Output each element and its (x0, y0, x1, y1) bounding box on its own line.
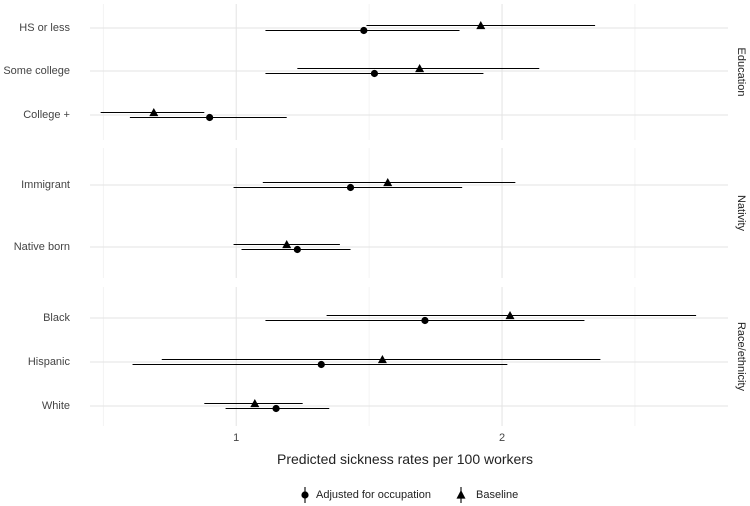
baseline-point (250, 399, 260, 408)
baseline-point (415, 64, 425, 73)
adjusted-point (206, 113, 214, 122)
strip-label: Race/ethnicity (735, 322, 747, 392)
panel-nativity: Nativity Immigrant Native born (14, 148, 747, 278)
panels-layer: Education HS or less Some college College +… (3, 4, 747, 426)
strip-label: Nativity (735, 195, 747, 232)
y-tick-label: White (42, 400, 70, 412)
y-tick-label: Black (43, 312, 70, 324)
legend-key-triangle (456, 490, 466, 499)
baseline-point (505, 311, 515, 320)
legend-label-adjusted: Adjusted for occupation (316, 489, 431, 501)
x-tick-label: 2 (499, 432, 505, 444)
y-tick-label: Immigrant (21, 179, 70, 191)
adjusted-point (421, 316, 429, 325)
y-tick-label: Native born (14, 241, 70, 253)
legend-key-adjusted (301, 487, 309, 503)
y-tick-label: College + (23, 109, 70, 121)
adjusted-point (360, 26, 368, 35)
baseline-point (282, 240, 292, 249)
legend: Adjusted for occupation Baseline (301, 487, 518, 503)
panel-race-ethnicity: Race/ethnicity Black Hispanic White (28, 287, 747, 426)
baseline-point (476, 21, 486, 30)
legend-key-circle (301, 491, 309, 499)
panel-education: Education HS or less Some college College + (3, 4, 747, 140)
y-tick-label: Hispanic (28, 356, 71, 368)
baseline-point (149, 108, 159, 117)
adjusted-point (272, 404, 280, 413)
legend-key-baseline (456, 487, 466, 503)
baseline-point (383, 178, 393, 187)
baseline-point (377, 355, 387, 364)
y-tick-label: Some college (3, 65, 70, 77)
y-tick-label: HS or less (19, 22, 70, 34)
x-axis: 1 2 Predicted sickness rates per 100 worke… (233, 432, 533, 467)
adjusted-point (370, 69, 379, 78)
legend-label-baseline: Baseline (476, 489, 518, 501)
adjusted-point (317, 360, 325, 369)
x-tick-label: 1 (233, 432, 239, 444)
adjusted-point (346, 183, 355, 192)
strip-label: Education (735, 48, 747, 97)
adjusted-point (293, 245, 301, 254)
x-axis-title: Predicted sickness rates per 100 workers (277, 451, 533, 467)
